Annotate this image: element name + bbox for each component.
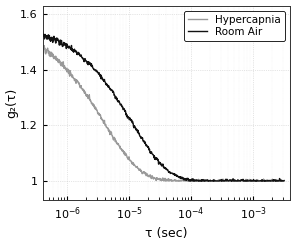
Room Air [195,180,199,183]
Room Air [187,180,191,183]
Room Air [224,178,228,181]
Y-axis label: g₂(τ): g₂(τ) [6,88,19,118]
Hypercapnia [164,180,167,183]
Hypercapnia [282,180,286,183]
Hypercapnia [182,179,185,182]
Hypercapnia [56,59,59,62]
Line: Hypercapnia: Hypercapnia [42,46,284,181]
Hypercapnia [195,178,199,181]
Room Air [181,177,185,180]
Hypercapnia [225,180,228,183]
Room Air [55,38,59,41]
Legend: Hypercapnia, Room Air: Hypercapnia, Room Air [184,11,285,41]
Hypercapnia [188,180,192,183]
Hypercapnia [41,48,44,51]
Room Air [282,179,286,182]
Room Air [249,179,252,182]
X-axis label: τ (sec): τ (sec) [145,228,188,240]
Room Air [41,30,44,33]
Hypercapnia [249,179,253,182]
Room Air [188,179,191,182]
Hypercapnia [42,44,45,47]
Line: Room Air: Room Air [42,31,284,181]
